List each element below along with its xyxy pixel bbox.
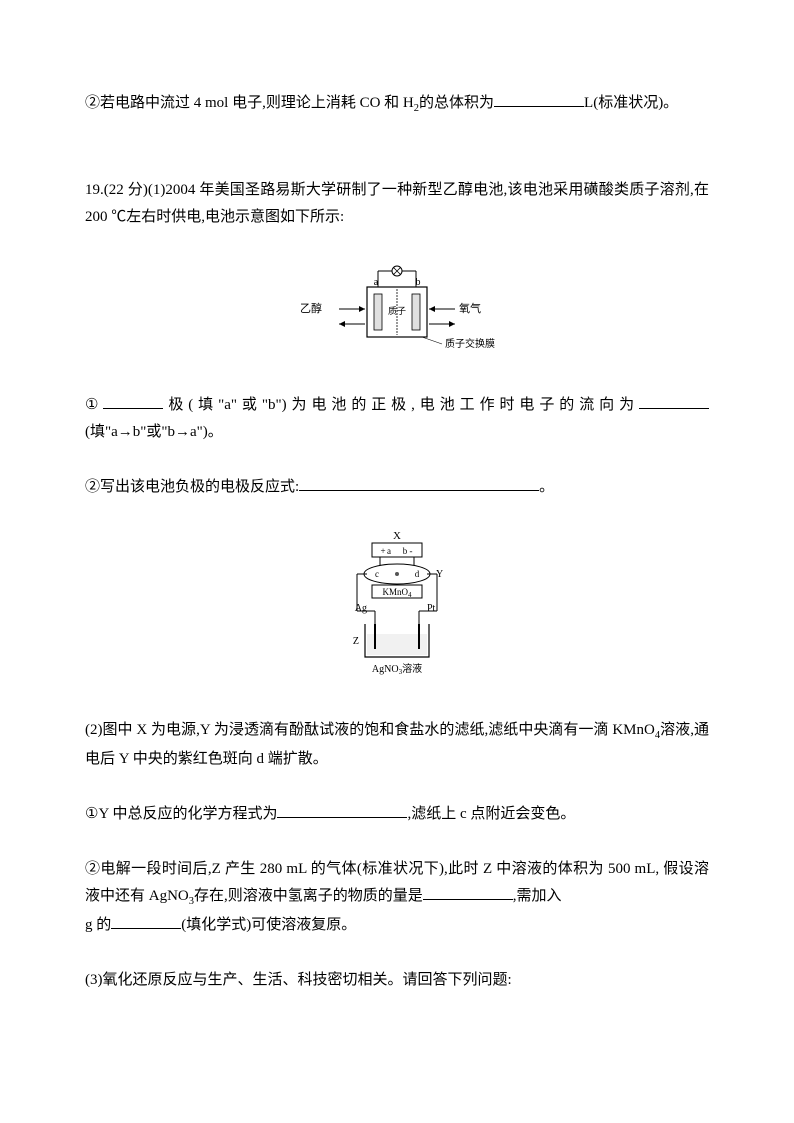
text: 存在,则溶液中氢离子的物质的量是 [194, 888, 423, 904]
para-q19-3: (3)氧化还原反应与生产、生活、科技密切相关。请回答下列问题: [85, 967, 709, 994]
svg-text:b: b [403, 546, 408, 556]
para-q19-1-2: ②写出该电池负极的电极反应式: 。 [85, 474, 709, 501]
blank-electrode [103, 392, 163, 409]
text: (2)图中 X 为电源,Y 为浸透滴有酚酞试液的饱和食盐水的滤纸,滤纸中央滴有一… [85, 722, 609, 738]
blank-volume [494, 91, 584, 108]
text: ②若电路中流过 4 mol 电子,则理论上消耗 CO 和 H [85, 95, 414, 111]
para-q19-2-intro: (2)图中 X 为电源,Y 为浸透滴有酚酞试液的饱和食盐水的滤纸,滤纸中央滴有一… [85, 717, 709, 773]
text: ,滤纸上 c 点附近会变色。 [407, 806, 575, 822]
text: g 的 [85, 917, 111, 933]
svg-text:乙醇: 乙醇 [300, 301, 322, 315]
text: (3)氧化还原反应与生产、生活、科技密切相关。请回答下列问题: [85, 972, 512, 988]
figure-electrolysis: X + a b - c d Y KMnO4 Ag Pt Z [85, 529, 709, 689]
text: KMnO [612, 722, 655, 738]
svg-text:AgNO3溶液: AgNO3溶液 [372, 662, 422, 676]
blank-direction [639, 392, 709, 409]
text: 极(填"a"或"b")为电池的正极,电池工作时电子的流向为 [163, 397, 639, 413]
svg-text:-: - [410, 546, 413, 556]
para-q19-1-1: ① 极(填"a"或"b")为电池的正极,电池工作时电子的流向为 (填"a→b"或"b… [85, 392, 709, 446]
para-q19-intro: 19.(22 分)(1)2004 年美国圣路易斯大学研制了一种新型乙醇电池,该电… [85, 177, 709, 231]
text: 19.(22 分)(1)2004 年美国圣路易斯大学研制了一种新型乙醇电池,该电… [85, 182, 709, 225]
svg-text:b: b [416, 277, 421, 288]
svg-text:a: a [374, 277, 379, 288]
svg-text:质子交换膜: 质子交换膜 [445, 337, 495, 350]
text: 。 [539, 479, 554, 495]
text: (填化学式)可使溶液复原。 [181, 917, 356, 933]
svg-text:Pt: Pt [427, 603, 436, 614]
blank-equation [299, 474, 539, 491]
text: 的总体积为 [419, 95, 494, 111]
svg-text:c: c [375, 569, 379, 579]
svg-text:氧气: 氧气 [459, 301, 481, 315]
svg-text:Z: Z [353, 636, 359, 647]
svg-text:+: + [380, 546, 385, 556]
text: ②写出该电池负极的电极反应式: [85, 479, 299, 495]
text: ,需加入 [513, 888, 562, 904]
svg-text:质子: 质子 [388, 305, 406, 316]
text: (填"a→b"或"b→a")。 [85, 424, 223, 440]
svg-text:X: X [393, 530, 401, 542]
para-q18-sub2: ②若电路中流过 4 mol 电子,则理论上消耗 CO 和 H2的总体积为L(标准… [85, 90, 709, 119]
para-q19-2-2: ②电解一段时间后,Z 产生 280 mL 的气体(标准状况下),此时 Z 中溶液… [85, 856, 709, 939]
svg-text:d: d [415, 569, 420, 579]
text: L(标准状况)。 [584, 95, 678, 111]
svg-text:a: a [387, 546, 391, 556]
svg-text:Ag: Ag [355, 603, 367, 614]
text: ①Y 中总反应的化学方程式为 [85, 806, 277, 822]
para-q19-2-1: ①Y 中总反应的化学方程式为 ,滤纸上 c 点附近会变色。 [85, 801, 709, 828]
figure-ethanol-cell: a b 乙醇 氧气 质子 质子交换膜 [85, 259, 709, 364]
blank-y-equation [277, 801, 407, 818]
text: ②电解一段时间后,Z 产生 280 mL 的气体(标准状况下),此时 Z 中溶液… [85, 861, 659, 877]
blank-formula [111, 912, 181, 929]
text: ① [85, 397, 103, 413]
blank-h-plus [423, 883, 513, 900]
